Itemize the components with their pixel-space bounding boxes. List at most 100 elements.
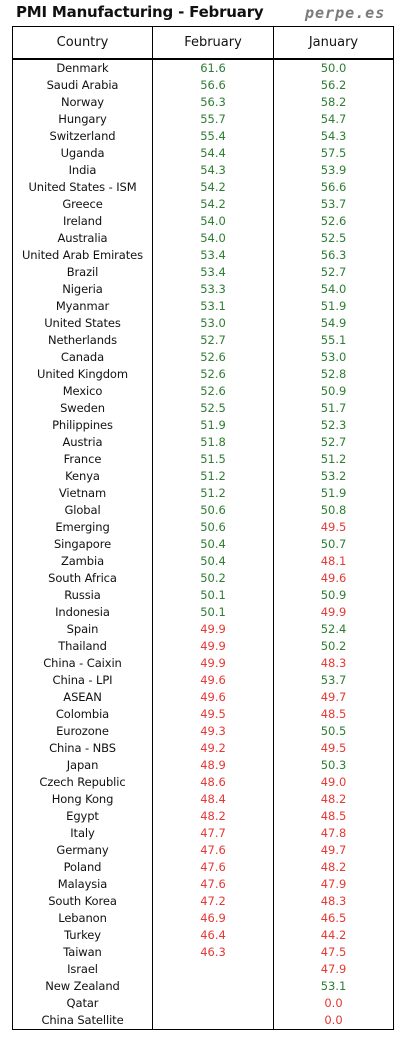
table-row: Brazil 53.4 52.7 <box>12 264 394 281</box>
table-row: China - LPI 49.6 53.7 <box>12 672 394 689</box>
january-value: 56.6 <box>273 179 394 196</box>
february-value: 48.4 <box>152 791 274 808</box>
january-value: 49.5 <box>273 740 394 757</box>
february-value: 46.9 <box>152 910 274 927</box>
january-value: 56.2 <box>273 77 394 94</box>
country-cell: Ireland <box>12 213 153 230</box>
table-row: Saudi Arabia 56.6 56.2 <box>12 77 394 94</box>
january-value: 54.3 <box>273 128 394 145</box>
january-value: 54.0 <box>273 281 394 298</box>
table-row: Taiwan 46.3 47.5 <box>12 944 394 961</box>
country-cell: South Korea <box>12 893 153 910</box>
february-value: 51.2 <box>152 485 274 502</box>
february-value: 54.0 <box>152 213 274 230</box>
country-cell: Colombia <box>12 706 153 723</box>
january-value: 53.7 <box>273 196 394 213</box>
country-cell: Philippines <box>12 417 153 434</box>
january-value: 50.7 <box>273 536 394 553</box>
table-row: United Kingdom 52.6 52.8 <box>12 366 394 383</box>
february-value: 54.4 <box>152 145 274 162</box>
table-row: Malaysia 47.6 47.9 <box>12 876 394 893</box>
february-value: 50.6 <box>152 502 274 519</box>
february-value <box>152 978 274 995</box>
january-value: 52.8 <box>273 366 394 383</box>
february-value: 49.6 <box>152 672 274 689</box>
february-value: 49.3 <box>152 723 274 740</box>
january-value: 52.4 <box>273 621 394 638</box>
january-value: 54.9 <box>273 315 394 332</box>
country-cell: Hong Kong <box>12 791 153 808</box>
country-cell: Emerging <box>12 519 153 536</box>
table-row: Singapore 50.4 50.7 <box>12 536 394 553</box>
table-row: Eurozone 49.3 50.5 <box>12 723 394 740</box>
february-value: 61.6 <box>152 59 274 77</box>
country-cell: New Zealand <box>12 978 153 995</box>
table-row: Czech Republic 48.6 49.0 <box>12 774 394 791</box>
country-cell: Malaysia <box>12 876 153 893</box>
country-cell: Egypt <box>12 808 153 825</box>
january-value: 52.7 <box>273 264 394 281</box>
february-value: 53.4 <box>152 247 274 264</box>
table-row: United Arab Emirates 53.4 56.3 <box>12 247 394 264</box>
table-row: Nigeria 53.3 54.0 <box>12 281 394 298</box>
table-row: Netherlands 52.7 55.1 <box>12 332 394 349</box>
country-cell: Brazil <box>12 264 153 281</box>
table-row: Norway 56.3 58.2 <box>12 94 394 111</box>
country-cell: China Satellite <box>12 1012 153 1030</box>
country-cell: Global <box>12 502 153 519</box>
country-cell: Poland <box>12 859 153 876</box>
january-value: 46.5 <box>273 910 394 927</box>
country-cell: Switzerland <box>12 128 153 145</box>
january-value: 49.7 <box>273 842 394 859</box>
february-value: 50.4 <box>152 553 274 570</box>
table-row: Sweden 52.5 51.7 <box>12 400 394 417</box>
february-value: 52.5 <box>152 400 274 417</box>
february-value: 53.1 <box>152 298 274 315</box>
table-row: Thailand 49.9 50.2 <box>12 638 394 655</box>
february-value: 47.7 <box>152 825 274 842</box>
january-value: 53.2 <box>273 468 394 485</box>
table-row: Spain 49.9 52.4 <box>12 621 394 638</box>
country-cell: China - NBS <box>12 740 153 757</box>
table-row: Australia 54.0 52.5 <box>12 230 394 247</box>
january-value: 49.5 <box>273 519 394 536</box>
february-value: 47.6 <box>152 842 274 859</box>
table-row: Kenya 51.2 53.2 <box>12 468 394 485</box>
table-row: New Zealand 53.1 <box>12 978 394 995</box>
february-value: 51.9 <box>152 417 274 434</box>
country-cell: Kenya <box>12 468 153 485</box>
january-value: 54.7 <box>273 111 394 128</box>
country-cell: Netherlands <box>12 332 153 349</box>
february-value: 54.0 <box>152 230 274 247</box>
table-row: China - NBS 49.2 49.5 <box>12 740 394 757</box>
country-cell: Germany <box>12 842 153 859</box>
table-row: Myanmar 53.1 51.9 <box>12 298 394 315</box>
table-row: South Korea 47.2 48.3 <box>12 893 394 910</box>
table-row: China Satellite 0.0 <box>12 1012 394 1030</box>
february-value: 50.6 <box>152 519 274 536</box>
country-cell: India <box>12 162 153 179</box>
february-value: 52.6 <box>152 366 274 383</box>
january-value: 52.5 <box>273 230 394 247</box>
country-cell: Sweden <box>12 400 153 417</box>
table-row: Ireland 54.0 52.6 <box>12 213 394 230</box>
country-cell: Nigeria <box>12 281 153 298</box>
january-value: 49.7 <box>273 689 394 706</box>
country-cell: United Kingdom <box>12 366 153 383</box>
table-row: Poland 47.6 48.2 <box>12 859 394 876</box>
table-row: Greece 54.2 53.7 <box>12 196 394 213</box>
january-value: 51.9 <box>273 298 394 315</box>
february-value: 50.1 <box>152 587 274 604</box>
february-value: 48.9 <box>152 757 274 774</box>
country-cell: Greece <box>12 196 153 213</box>
february-value: 46.4 <box>152 927 274 944</box>
table-row: Philippines 51.9 52.3 <box>12 417 394 434</box>
country-cell: Israel <box>12 961 153 978</box>
country-cell: United States <box>12 315 153 332</box>
table-row: India 54.3 53.9 <box>12 162 394 179</box>
february-value: 49.6 <box>152 689 274 706</box>
table-body: Denmark 61.6 50.0 Saudi Arabia 56.6 56.2 Norwa… <box>12 59 394 1030</box>
page-title: PMI Manufacturing - February <box>16 3 264 21</box>
january-value: 49.9 <box>273 604 394 621</box>
table-row: Lebanon 46.9 46.5 <box>12 910 394 927</box>
